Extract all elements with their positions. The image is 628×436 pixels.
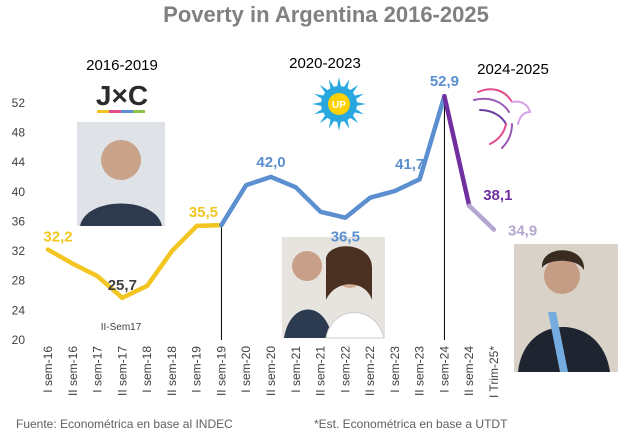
up-logo-text: UP (332, 100, 346, 111)
y-tick-label: 32 (12, 244, 26, 258)
phoenix-tail-1 (489, 123, 507, 145)
phoenix-head (511, 100, 532, 125)
y-tick-label: 40 (12, 185, 26, 199)
series-segment-1 (219, 93, 447, 228)
x-tick-label: I sem-21 (289, 346, 303, 393)
x-tick-label: II sem-22 (363, 346, 377, 396)
chart-title: Poverty in Argentina 2016-2025 (163, 2, 489, 27)
phoenix-wing-1 (477, 88, 513, 103)
x-tick-label: I Trim-25* (487, 346, 501, 398)
data-label: 38,1 (483, 187, 512, 204)
jxc-logo: J×C (96, 80, 148, 113)
x-tick-label: I sem-23 (388, 346, 402, 393)
series-segment-0 (45, 222, 224, 301)
phoenix-wing-2 (473, 97, 510, 113)
x-tick-label: II sem-20 (264, 346, 278, 396)
y-tick-label: 52 (12, 96, 26, 110)
y-tick-label: 20 (12, 333, 26, 347)
sun-ray (355, 102, 366, 106)
y-tick-label: 44 (12, 155, 26, 169)
y-tick-label: 28 (12, 274, 26, 288)
sun-ray (353, 108, 364, 115)
photo-milei-sash (548, 312, 568, 372)
photo-fk-face-left (292, 251, 322, 281)
photo-milei-face (544, 258, 580, 294)
period-label-2024-2025: 2024-2025 (477, 61, 549, 78)
data-label: 32,2 (43, 229, 72, 246)
data-label: 35,5 (189, 204, 218, 221)
phoenix-logo (473, 88, 532, 149)
data-label: 41,7 (395, 156, 424, 173)
x-tick-label: II sem-21 (314, 346, 328, 396)
up-sun-logo: UP (312, 77, 366, 131)
data-label: 42,0 (256, 154, 285, 171)
sun-center (328, 93, 350, 115)
sun-ray (312, 102, 323, 106)
sun-ray (328, 118, 335, 129)
x-tick-label: II sem-17 (115, 346, 129, 396)
photo-fk-jacket-right (325, 312, 385, 339)
data-label: 34,9 (508, 223, 537, 240)
sun-ray (343, 79, 350, 90)
annotation-ii-sem17: II-Sem17 (101, 322, 142, 333)
photo-fk-hair (326, 246, 372, 300)
photo-macri-face (101, 140, 141, 180)
period-label-2016-2019: 2016-2019 (86, 57, 158, 74)
jxc-logo-bar-green (133, 110, 145, 113)
data-labels: 32,2 25,7 35,5 42,0 36,5 41,7 52,9 38,1 34,9 (43, 73, 537, 294)
x-tick-label: I sem-17 (91, 346, 105, 393)
x-tick-label: II sem-18 (165, 346, 179, 396)
photo-macri-suit (80, 203, 162, 226)
x-axis: I sem-16 II sem-16 I sem-17 II sem-17 I sem-… (41, 346, 501, 398)
sun-ray (337, 120, 341, 131)
photo-fernandez-kirchner (282, 237, 385, 339)
photo-fk-suit-left (284, 309, 332, 338)
x-tick-label: I sem-18 (140, 346, 154, 393)
y-tick-label: 48 (12, 125, 26, 139)
series-lines (45, 93, 497, 301)
jxc-logo-text: J×C (96, 80, 148, 111)
sun-ray (314, 93, 325, 100)
x-tick-label: II sem-23 (413, 346, 427, 396)
x-tick-label: II sem-24 (462, 346, 476, 396)
jxc-logo-bar-blue (121, 110, 133, 113)
phoenix-wing-3 (479, 109, 507, 125)
sun-ray (353, 93, 364, 100)
sun-ray (314, 108, 325, 115)
x-tick-label: II sem-16 (66, 346, 80, 396)
photo-milei-suit (518, 327, 610, 372)
jxc-logo-bar-pink (109, 110, 121, 113)
x-tick-label: I sem-19 (190, 346, 204, 393)
period-label-2020-2023: 2020-2023 (289, 55, 361, 72)
photo-milei-hair (541, 250, 585, 270)
jxc-logo-bar-yellow (97, 110, 109, 113)
x-tick-label: I sem-16 (41, 346, 55, 393)
x-tick-label: II sem-19 (214, 346, 228, 396)
sun-ray (328, 79, 335, 90)
phoenix-tail-2 (501, 123, 513, 149)
y-tick-label: 24 (12, 303, 26, 317)
data-label: 36,5 (331, 229, 360, 246)
sun-ray (337, 77, 341, 88)
y-axis: 20 24 28 32 36 40 44 48 52 (12, 96, 26, 347)
photo-macri (77, 122, 165, 226)
sun-ray (343, 118, 350, 129)
x-tick-label: I sem-24 (437, 346, 451, 393)
x-tick-label: I sem-20 (239, 346, 253, 393)
period-dividers (220, 96, 445, 340)
data-label: 52,9 (430, 73, 459, 90)
data-label: 25,7 (108, 277, 137, 294)
series-segment-2 (442, 93, 472, 209)
series-segment-3 (466, 203, 497, 232)
photo-milei (514, 244, 618, 372)
x-tick-label: I sem-22 (338, 346, 352, 393)
y-tick-label: 36 (12, 214, 26, 228)
footer-estimate: *Est. Econométrica en base a UTDT (314, 417, 508, 431)
footer-source: Fuente: Econométrica en base al INDEC (16, 417, 233, 431)
